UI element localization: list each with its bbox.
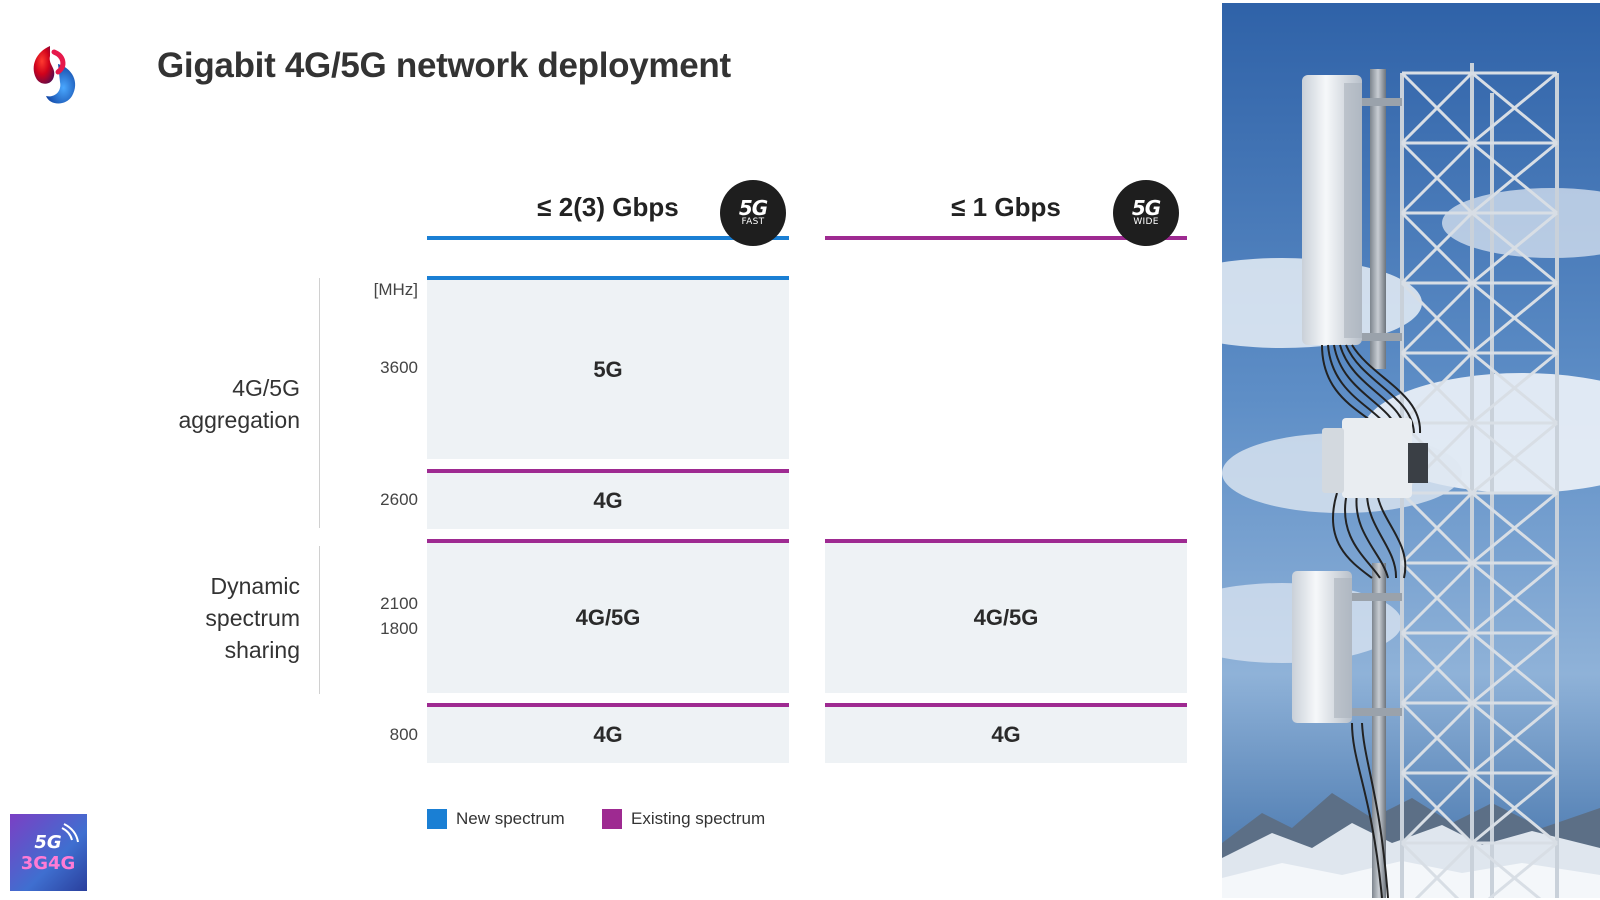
block-800-1-top-line <box>427 703 789 707</box>
block-dss-column-1: 4G/5G <box>427 543 789 693</box>
block-2600-top-line <box>427 469 789 473</box>
column-1-header: ≤ 2(3) Gbps <box>537 192 679 222</box>
block-4g-2600: 4G <box>427 473 789 529</box>
group-dss-label: Dynamic spectrum sharing <box>205 573 300 663</box>
swisscom-logo-icon <box>33 46 76 104</box>
legend-new-swatch <box>427 809 447 829</box>
group-dss-divider <box>319 546 320 694</box>
svg-text:5G: 5G <box>34 832 61 853</box>
svg-text:3G4G: 3G4G <box>21 853 76 874</box>
freq-1800: 1800 <box>380 619 418 638</box>
column-2-header-line <box>825 236 1187 240</box>
column-1-header-line <box>427 236 789 240</box>
freq-3600: 3600 <box>380 358 418 377</box>
page-title: Gigabit 4G/5G network deployment <box>157 46 731 85</box>
freq-2600: 2600 <box>380 490 418 509</box>
column-2-header: ≤ 1 Gbps <box>951 192 1061 222</box>
legend-existing-swatch <box>602 809 622 829</box>
block-5g-3600: 5G <box>427 280 789 459</box>
3g4g-logo-icon: 5G 3G4G <box>10 814 87 891</box>
freq-800: 800 <box>389 725 418 744</box>
legend-new-spectrum: New spectrum <box>427 809 565 829</box>
block-dss-2-top-line <box>825 539 1187 543</box>
unit-label: [MHz] <box>373 280 418 299</box>
group-aggregation-label: 4G/5G aggregation <box>178 375 301 433</box>
block-5g-top-line <box>427 276 789 280</box>
legend-existing-spectrum: Existing spectrum <box>602 809 765 829</box>
block-4g-800-column-1: 4G <box>427 707 789 763</box>
block-dss-1-top-line <box>427 539 789 543</box>
group-aggregation-divider <box>319 278 320 528</box>
5g-wide-badge-icon: 5G WIDE <box>1113 180 1179 246</box>
5g-fast-badge-icon: 5G FAST <box>720 180 786 246</box>
block-800-2-top-line <box>825 703 1187 707</box>
block-dss-column-2: 4G/5G <box>825 543 1187 693</box>
cell-tower-photo <box>1222 3 1600 898</box>
block-4g-800-column-2: 4G <box>825 707 1187 763</box>
freq-2100: 2100 <box>380 594 418 613</box>
